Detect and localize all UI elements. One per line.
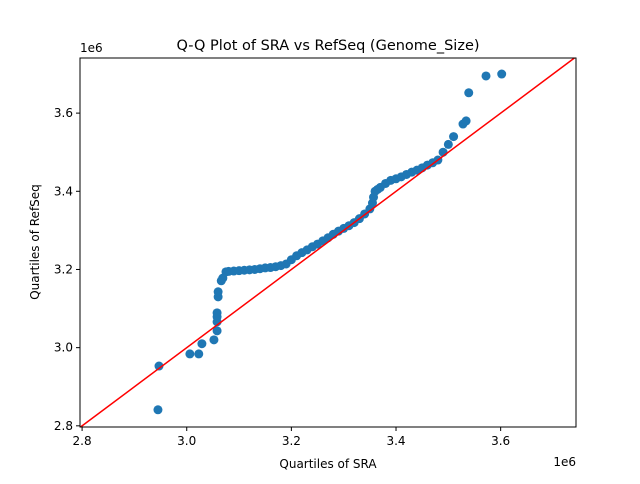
y-axis-label: Quartiles of RefSeq (28, 184, 42, 300)
data-point (461, 116, 471, 126)
plot-marks (80, 57, 575, 428)
plot-frame (79, 57, 577, 428)
data-point (197, 339, 207, 349)
data-point (212, 308, 222, 318)
data-point (497, 69, 507, 79)
x-tick-label: 3.2 (282, 434, 301, 448)
x-axis: 2.8 3.0 3.2 3.4 3.6 (73, 427, 510, 448)
data-point (212, 326, 222, 336)
x-tick-label: 3.4 (386, 434, 405, 448)
reference-line (80, 57, 575, 428)
x-axis-label: Quartiles of SRA (279, 457, 377, 471)
data-point (209, 335, 219, 345)
y-tick-label: 2.8 (54, 419, 73, 433)
x-offset-label: 1e6 (553, 455, 576, 469)
data-point (449, 132, 459, 142)
data-point (154, 361, 164, 371)
y-offset-label: 1e6 (80, 41, 103, 55)
data-point (464, 88, 474, 98)
x-tick-label: 2.8 (73, 434, 92, 448)
y-axis: 2.8 3.0 3.2 3.4 3.6 (54, 106, 80, 433)
data-point (443, 139, 453, 149)
data-point (153, 405, 163, 415)
data-point (194, 349, 204, 359)
data-point (185, 349, 195, 359)
data-point (481, 71, 491, 81)
y-tick-label: 3.4 (54, 184, 73, 198)
data-point (213, 287, 223, 297)
x-tick-label: 3.6 (491, 434, 510, 448)
y-tick-label: 3.2 (54, 262, 73, 276)
y-tick-label: 3.0 (54, 341, 73, 355)
x-tick-label: 3.0 (177, 434, 196, 448)
y-tick-label: 3.6 (54, 106, 73, 120)
chart-title: Q-Q Plot of SRA vs RefSeq (Genome_Size) (176, 38, 479, 54)
